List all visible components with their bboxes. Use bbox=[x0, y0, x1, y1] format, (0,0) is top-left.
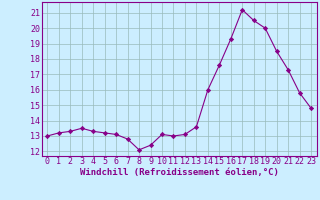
X-axis label: Windchill (Refroidissement éolien,°C): Windchill (Refroidissement éolien,°C) bbox=[80, 168, 279, 177]
